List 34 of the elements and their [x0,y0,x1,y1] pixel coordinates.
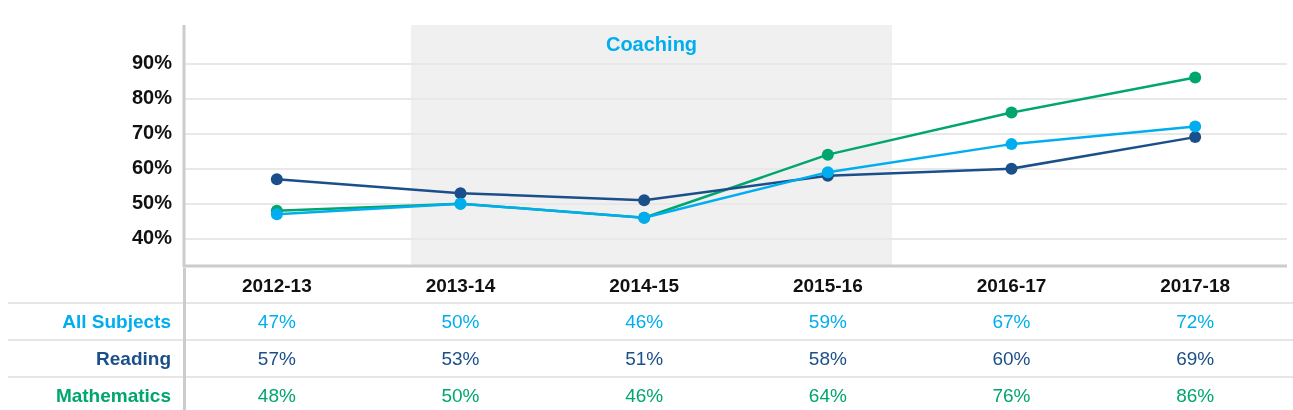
text: Reading [96,348,171,370]
x-tick-label: 2013-14 [425,274,496,296]
data-label: 60% [992,348,1031,370]
x-tick-label: 2014-15 [609,274,680,296]
x-tick-label: 2012-13 [241,274,312,296]
y-tick-label: 60% [131,156,173,179]
data-label: 69% [1176,348,1215,370]
data-label: 53% [441,348,480,370]
x-tick-label: 2015-16 [792,274,863,296]
x-tick-label: 2017-18 [1160,274,1231,296]
y-tick-label: 40% [131,226,173,249]
data-label: 47% [257,311,296,333]
band-label: Coaching [605,32,698,55]
data-label: 72% [1176,311,1215,333]
data-label: 51% [625,348,664,370]
data-label: 46% [625,385,664,407]
data-label: 86% [1176,385,1215,407]
data-label: 50% [441,385,480,407]
y-tick-label: 80% [131,86,173,109]
text: Mathematics [55,385,171,407]
data-label: 57% [257,348,296,370]
data-label: 67% [992,311,1031,333]
y-tick-label: 70% [131,121,173,144]
data-label: 59% [808,311,847,333]
text: All Subjects [62,311,171,333]
x-tick-label: 2016-17 [976,274,1047,296]
data-label: 46% [625,311,664,333]
data-label: 50% [441,311,480,333]
data-label: 64% [808,385,847,407]
y-tick-label: 50% [131,191,173,214]
data-label: 76% [992,385,1031,407]
data-label: 48% [257,385,296,407]
y-tick-label: 90% [131,51,173,74]
data-label: 58% [808,348,847,370]
